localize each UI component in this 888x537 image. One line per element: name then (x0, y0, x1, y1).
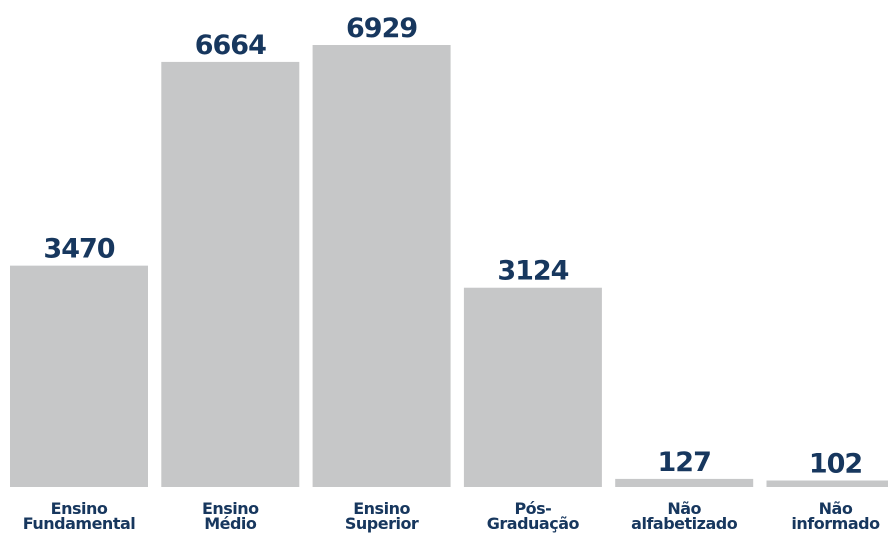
category-label: Pós- Graduação (486, 499, 580, 533)
category-label: Não alfabetizado (631, 499, 738, 533)
category-label: Ensino Médio (201, 499, 259, 533)
value-label: 3124 (497, 256, 568, 287)
category-label: Ensino Superior (344, 499, 419, 533)
bar (161, 61, 300, 487)
bar (10, 265, 148, 487)
value-label: 102 (809, 448, 862, 479)
bar (615, 478, 754, 487)
bar (312, 45, 451, 487)
bar (766, 480, 888, 487)
bar (463, 287, 602, 487)
category-label: Não informado (791, 499, 880, 533)
value-label: 6664 (195, 30, 266, 61)
value-label: 6929 (346, 13, 417, 44)
value-label: 3470 (43, 234, 114, 265)
value-label: 127 (658, 447, 711, 478)
category-label: Ensino Fundamental (22, 499, 136, 533)
